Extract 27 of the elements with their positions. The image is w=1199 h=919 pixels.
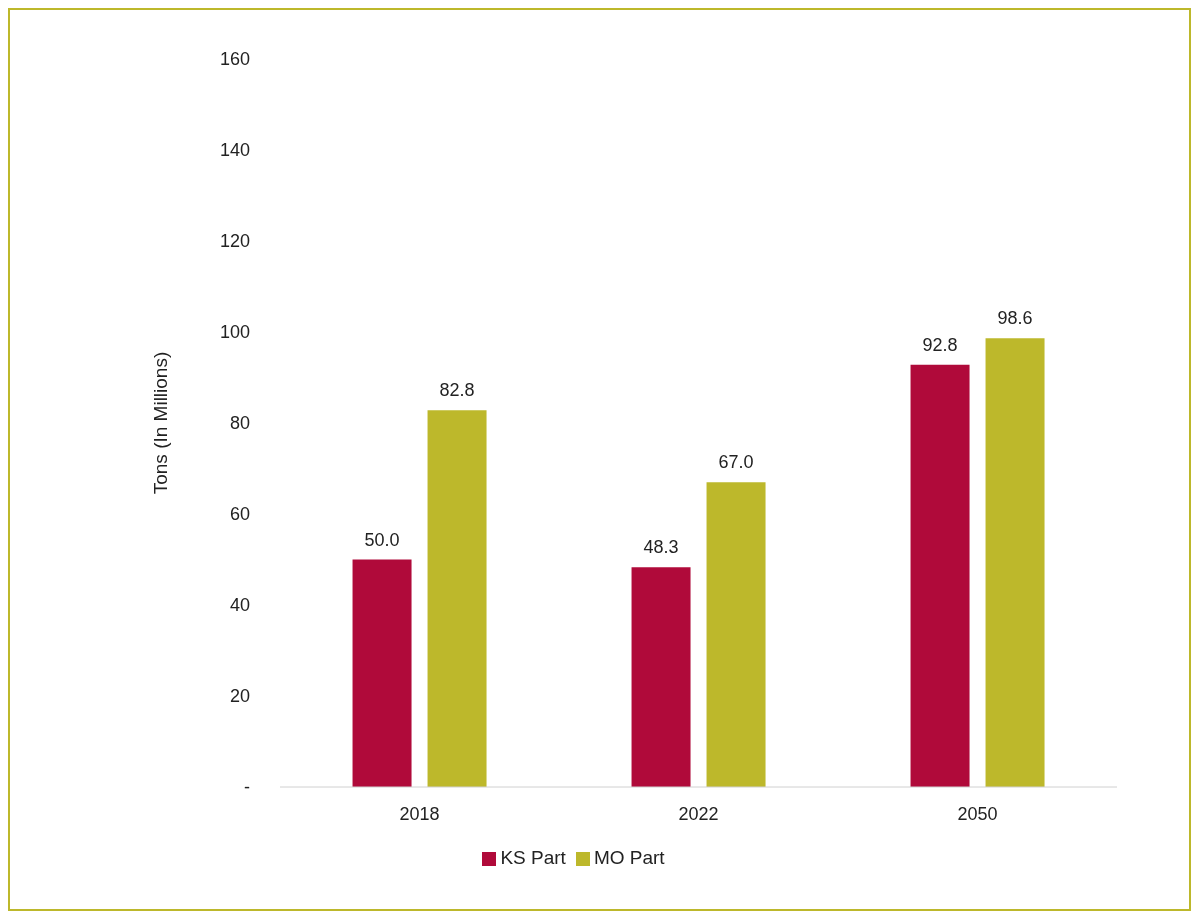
legend-label: MO Part: [593, 847, 665, 868]
data-label: 67.0: [718, 452, 754, 473]
x-tick-label: 2022: [678, 803, 719, 824]
data-label: 98.6: [997, 308, 1033, 329]
y-tick-label: 20: [229, 686, 250, 707]
bar: [706, 482, 766, 787]
data-label: 50.0: [364, 529, 400, 550]
legend-label: KS Part: [500, 847, 566, 868]
bar: [910, 364, 970, 787]
x-tick-label: 2050: [957, 803, 998, 824]
data-label: 48.3: [643, 537, 679, 558]
y-tick-label: 160: [219, 49, 250, 70]
y-tick-label: 80: [229, 413, 250, 434]
y-axis-title: Tons (In Millions): [149, 351, 171, 495]
bar: [352, 559, 412, 787]
y-tick-label: 120: [219, 231, 250, 252]
bar: [427, 410, 487, 787]
y-tick-label: -: [244, 777, 250, 798]
y-tick-label: 140: [219, 140, 250, 161]
bar: [985, 338, 1045, 787]
y-tick-label: 60: [229, 504, 250, 525]
data-label: 92.8: [922, 334, 958, 355]
x-tick-label: 2018: [399, 803, 440, 824]
y-tick-label: 100: [219, 322, 250, 343]
y-tick-label: 40: [229, 595, 250, 616]
bar: [631, 567, 691, 787]
data-label: 82.8: [439, 380, 475, 401]
